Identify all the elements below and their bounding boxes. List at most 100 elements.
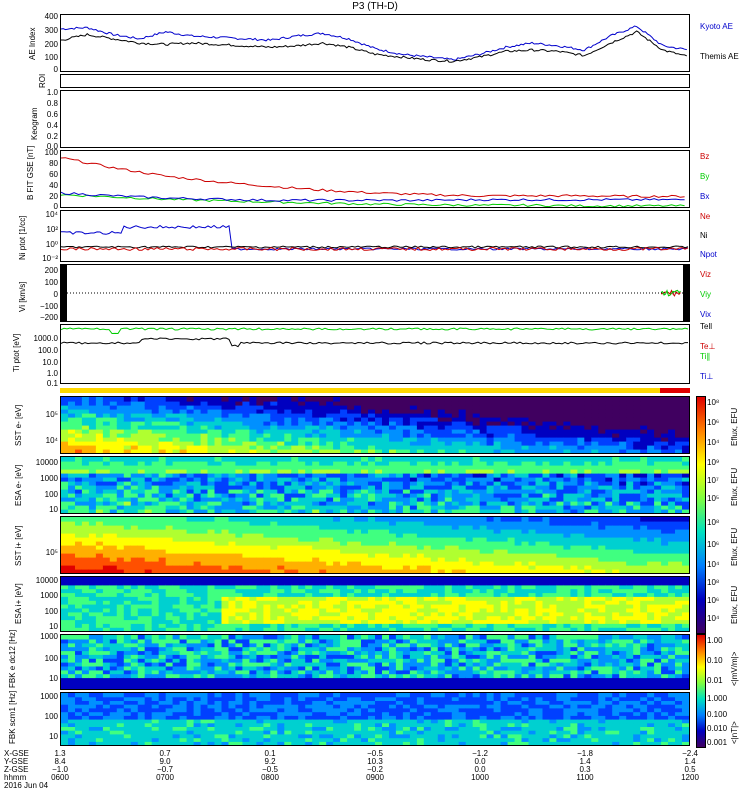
spectrogram-cell (382, 429, 390, 434)
spectrogram-cell (347, 477, 355, 482)
spectrogram-cell (326, 627, 334, 632)
spectrogram-cell (444, 421, 453, 426)
spectrogram-cell (430, 401, 439, 406)
spectrogram-cell (109, 545, 118, 550)
spectrogram-cell (340, 401, 348, 406)
spectrogram-cell (570, 417, 578, 422)
spectrogram-cell (619, 493, 627, 498)
spectrogram-cell (402, 611, 411, 617)
spectrogram-cell (193, 429, 202, 434)
spectrogram-cell (207, 541, 216, 546)
spectrogram-cell (668, 449, 676, 454)
spectrogram-cell (123, 545, 132, 550)
spectrogram-cell (451, 409, 460, 414)
spectrogram-cell (263, 604, 271, 609)
spectrogram-cell (340, 441, 348, 446)
spectrogram-cell (207, 501, 216, 506)
spectrogram-cell (305, 615, 313, 621)
spectrogram-cell (549, 619, 557, 624)
spectrogram-cell (95, 413, 104, 418)
spectrogram-cell (584, 501, 592, 506)
spectrogram-cell (88, 485, 97, 490)
spectrogram-cell (402, 569, 411, 574)
spectrogram-cell (402, 627, 411, 632)
spectrogram-cell (137, 553, 146, 558)
spectrogram-cell (340, 592, 348, 597)
spectrogram-cell (214, 557, 223, 562)
spectrogram-cell (493, 537, 502, 542)
spectrogram-cell (598, 604, 606, 609)
spectrogram-cell (81, 553, 90, 558)
spectrogram-cell (570, 461, 578, 466)
spectrogram-cell (535, 600, 544, 605)
spectrogram-cell (675, 525, 683, 530)
spectrogram-cell (465, 505, 474, 510)
spectrogram-cell (668, 425, 676, 430)
spectrogram-cell (249, 549, 257, 554)
spectrogram-cell (465, 445, 474, 450)
spectrogram-cell (493, 409, 502, 414)
spectrogram-cell (675, 481, 683, 486)
spectrogram-cell (549, 485, 557, 490)
spectrogram-cell (430, 405, 439, 410)
spectrogram-cell (633, 449, 641, 454)
spectrogram-cell (556, 607, 564, 613)
spectrogram-cell (179, 525, 188, 530)
spectrogram-cell (612, 600, 620, 605)
spectrogram-cell (500, 557, 509, 562)
spectrogram-cell (654, 485, 662, 490)
spectrogram-cell (486, 449, 495, 454)
spectrogram-cell (130, 623, 139, 628)
spectrogram-cell (444, 553, 453, 558)
spectrogram-cell (151, 561, 160, 566)
spectrogram-cell (458, 457, 467, 462)
spectrogram-cell (172, 501, 181, 506)
spectrogram-cell (479, 409, 488, 414)
spectrogram-cell (102, 505, 111, 510)
spectrogram-cell (193, 529, 202, 534)
spectrogram-cell (514, 627, 523, 632)
spectrogram-cell (521, 477, 530, 482)
spectrogram-cell (61, 417, 69, 422)
spectrogram-cell (395, 604, 404, 609)
spectrogram-cell (514, 497, 523, 502)
spectrogram-cell (333, 477, 341, 482)
spectrogram-cell (221, 469, 230, 474)
spectrogram-cell (326, 473, 334, 478)
spectrogram-cell (144, 553, 153, 558)
spectrogram-cell (284, 501, 292, 506)
spectrogram-cell (500, 553, 509, 558)
spectrogram-cell (172, 481, 181, 486)
spectrogram-cell (277, 565, 285, 570)
spectrogram-cell (116, 557, 125, 562)
spectrogram-cell (605, 529, 613, 534)
spectrogram-cell (81, 457, 90, 462)
spectrogram-cell (549, 592, 557, 597)
spectrogram-cell (186, 580, 195, 586)
spectrogram-cell (95, 509, 104, 514)
spectrogram-cell (605, 473, 613, 478)
spectrogram-cell (256, 477, 264, 482)
spectrogram-cell (542, 607, 551, 613)
spectrogram-cell (521, 437, 530, 442)
spectrogram-cell (472, 545, 481, 550)
spectrogram-cell (291, 600, 299, 605)
spectrogram-cell (221, 409, 230, 414)
spectrogram-cell (458, 607, 467, 613)
spectrogram-cell (486, 493, 495, 498)
spectrogram-cell (612, 505, 620, 510)
spectrogram-cell (430, 461, 439, 466)
spectrogram-cell (389, 461, 397, 466)
spectrogram-cell (151, 565, 160, 570)
spectrogram-cell (277, 485, 285, 490)
spectrogram-cell (186, 405, 195, 410)
spectrogram-cell (409, 449, 418, 454)
spectrogram-cell (123, 584, 132, 590)
spectrogram-cell (542, 445, 551, 450)
spectrogram-cell (235, 405, 243, 410)
spectrogram-cell (402, 549, 411, 554)
spectrogram-cell (486, 537, 495, 542)
spectrogram-cell (577, 549, 585, 554)
spectrogram-cell (116, 445, 125, 450)
spectrogram-cell (661, 557, 669, 562)
